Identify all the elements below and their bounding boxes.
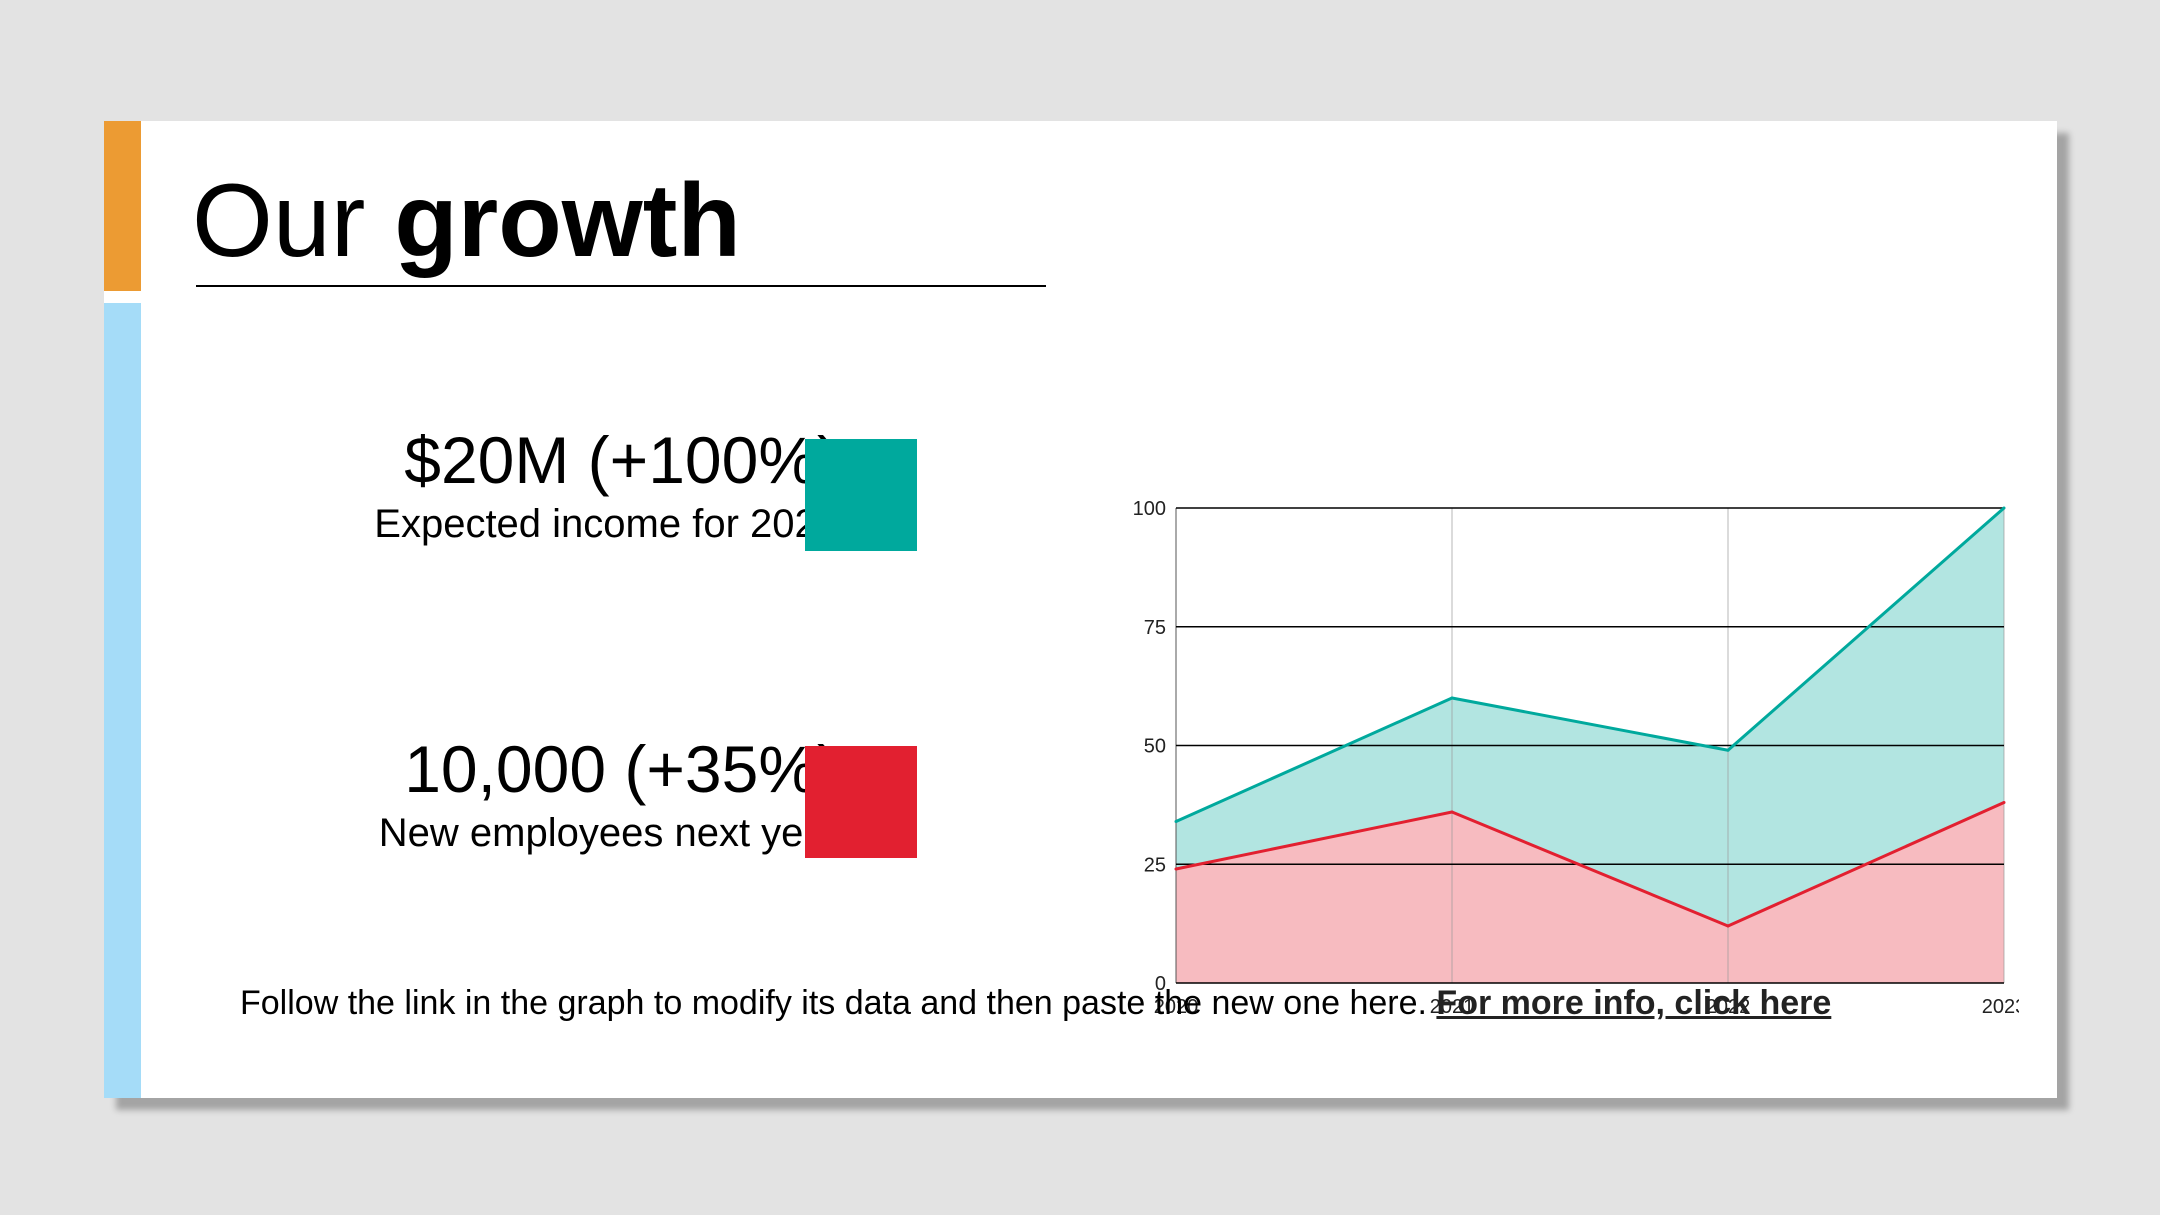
x-tick-label: 2020: [1154, 996, 1199, 1018]
more-info-link[interactable]: For more info, click here: [1436, 984, 1832, 1022]
title-bold: growth: [394, 163, 741, 279]
slide-title: Our growth: [192, 161, 741, 281]
footer-text: Follow the link in the graph to modify i…: [240, 984, 1427, 1022]
income-color-swatch: [805, 439, 917, 551]
x-tick-label: 2021: [1430, 996, 1475, 1018]
growth-area-chart[interactable]: 0 25 50 75 100 2020 2021 2022 2023: [1019, 356, 2019, 1026]
x-tick-label: 2022: [1706, 996, 1751, 1018]
accent-bar-orange: [104, 121, 141, 291]
series-0-line: [1175, 506, 2005, 823]
series-1-point-2022: [1726, 924, 1730, 928]
stat-income-label: Expected income for 2023: [374, 502, 839, 546]
title-underline: [196, 285, 1046, 287]
employees-color-swatch: [805, 746, 917, 858]
y-tick-label: 75: [1144, 617, 1166, 639]
series-1-point-2021: [1450, 810, 1454, 814]
series-0-point-2020: [1174, 820, 1178, 823]
y-tick-label: 100: [1133, 498, 1166, 520]
stat-employees-label: New employees next year: [378, 811, 839, 855]
series-1-area: [1176, 802, 2004, 983]
stat-employees: 10,000 (+35%) New employees next year: [379, 731, 839, 857]
y-tick-label: 0: [1155, 973, 1166, 995]
stat-income: $20M (+100%) Expected income for 2023: [374, 422, 839, 548]
series-0-point-2021: [1450, 696, 1454, 700]
series-1-line: [1175, 801, 2005, 928]
stat-income-value: $20M (+100%): [404, 423, 839, 497]
y-tick-label: 25: [1144, 854, 1166, 876]
footer-note: Follow the link in the graph to modify i…: [240, 981, 1831, 1025]
slide: Our growth $20M (+100%) Expected income …: [104, 121, 2057, 1098]
title-regular: Our: [192, 163, 395, 279]
x-tick-label: 2023: [1982, 996, 2019, 1018]
series-1-point-2023: [2002, 801, 2006, 804]
stat-employees-value: 10,000 (+35%): [404, 732, 839, 806]
series-0-point-2023: [2002, 506, 2006, 510]
series-1-point-2020: [1174, 867, 1178, 871]
series-0-point-2022: [1726, 748, 1730, 752]
y-tick-label: 50: [1144, 736, 1166, 758]
accent-bar-blue: [104, 303, 141, 1098]
